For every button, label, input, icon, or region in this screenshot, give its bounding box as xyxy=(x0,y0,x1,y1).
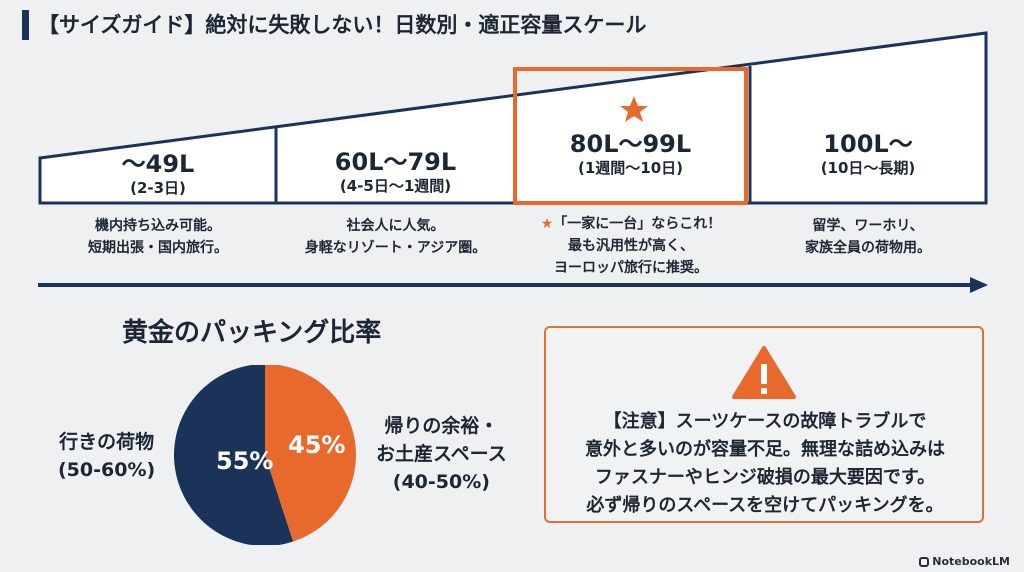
size-segment-2: 60L〜79L (4-5日〜1週間) xyxy=(276,148,515,196)
size-capacity: 80L〜99L xyxy=(569,130,692,158)
warning-line: 意外と多いのが容量不足。無理な詰め込みは xyxy=(585,439,945,460)
segment-description-1: 機内持ち込み可能。 短期出張・国内旅行。 xyxy=(40,215,276,259)
legend-line: (40-50%) xyxy=(392,471,490,493)
warning-line: 必ず帰りのスペースを空けてパッキングを。 xyxy=(586,495,944,516)
size-days: (4-5日〜1週間) xyxy=(339,177,452,195)
legend-line: 帰りの余裕・ xyxy=(384,415,499,437)
brand-logo: NotebookLM xyxy=(919,555,1010,568)
warning-icon xyxy=(732,346,796,399)
description-line: ★「一家に一台」ならこれ！ xyxy=(540,216,722,232)
description-line: 最も汎用性が高く、 xyxy=(568,238,694,254)
segment-description-4: 留学、ワーホリ、 家族全員の荷物用。 xyxy=(750,215,986,259)
description-line: 身軽なリゾート・アジア圏。 xyxy=(304,240,487,256)
size-scale-diagram xyxy=(38,31,988,293)
highlight-frame xyxy=(513,67,748,205)
size-segment-1: 〜49L (2-3日) xyxy=(40,150,276,198)
page-title: 【サイズガイド】絶対に失敗しない！日数別・適正容量スケール xyxy=(38,13,647,37)
size-segment-3: 80L〜99L (1週間〜10日) xyxy=(515,130,746,178)
size-days: (2-3日) xyxy=(130,179,186,197)
title-accent-bar xyxy=(22,10,29,40)
star-icon xyxy=(620,96,648,122)
return-legend: 帰りの余裕・ お土産スペース (40-50%) xyxy=(376,412,507,496)
description-line: 機内持ち込み可能。 xyxy=(95,218,221,234)
size-capacity: 〜49L xyxy=(121,150,195,178)
legend-line: 行きの荷物 xyxy=(59,431,155,453)
packing-ratio-pie: 55% 45% xyxy=(174,365,356,545)
pie-slice-return xyxy=(265,365,356,542)
pie-label-return-pct: 45% xyxy=(288,431,345,459)
timeline-arrow-head xyxy=(970,277,988,293)
description-line: 留学、ワーホリ、 xyxy=(812,218,924,234)
legend-line: (50-60%) xyxy=(58,459,156,481)
size-capacity: 100L〜 xyxy=(823,130,913,158)
description-line: 短期出張・国内旅行。 xyxy=(88,240,228,256)
description-line: 社会人に人気。 xyxy=(346,218,445,234)
size-segment-4: 100L〜 (10日〜長期) xyxy=(750,130,986,178)
segment-description-3: ★「一家に一台」ならこれ！ 最も汎用性が高く、 ヨーロッパ旅行に推奨。 xyxy=(500,213,762,279)
notebooklm-icon xyxy=(919,557,930,567)
segment-description-2: 社会人に人気。 身軽なリゾート・アジア圏。 xyxy=(276,215,515,259)
warning-line: ファスナーやヒンジ破損の最大要因です。 xyxy=(594,467,936,488)
star-icon: ★ xyxy=(540,216,554,232)
warning-line: 【注意】スーツケースの故障トラブルで xyxy=(603,411,927,432)
legend-line: お土産スペース xyxy=(376,443,507,465)
warning-text: 【注意】スーツケースの故障トラブルで 意外と多いのが容量不足。無理な詰め込みは … xyxy=(560,408,970,520)
outbound-legend: 行きの荷物 (50-60%) xyxy=(58,428,155,484)
description-line: 家族全員の荷物用。 xyxy=(805,240,931,256)
size-days: (1週間〜10日) xyxy=(577,159,684,177)
size-capacity: 60L〜79L xyxy=(334,148,457,176)
size-days: (10日〜長期) xyxy=(820,159,916,177)
description-line: ヨーロッパ旅行に推奨。 xyxy=(554,260,708,276)
pie-slice-outbound xyxy=(174,365,294,545)
pie-label-outbound-pct: 55% xyxy=(216,447,273,475)
ratio-title: 黄金のパッキング比率 xyxy=(122,318,382,348)
brand-name: NotebookLM xyxy=(932,555,1010,568)
